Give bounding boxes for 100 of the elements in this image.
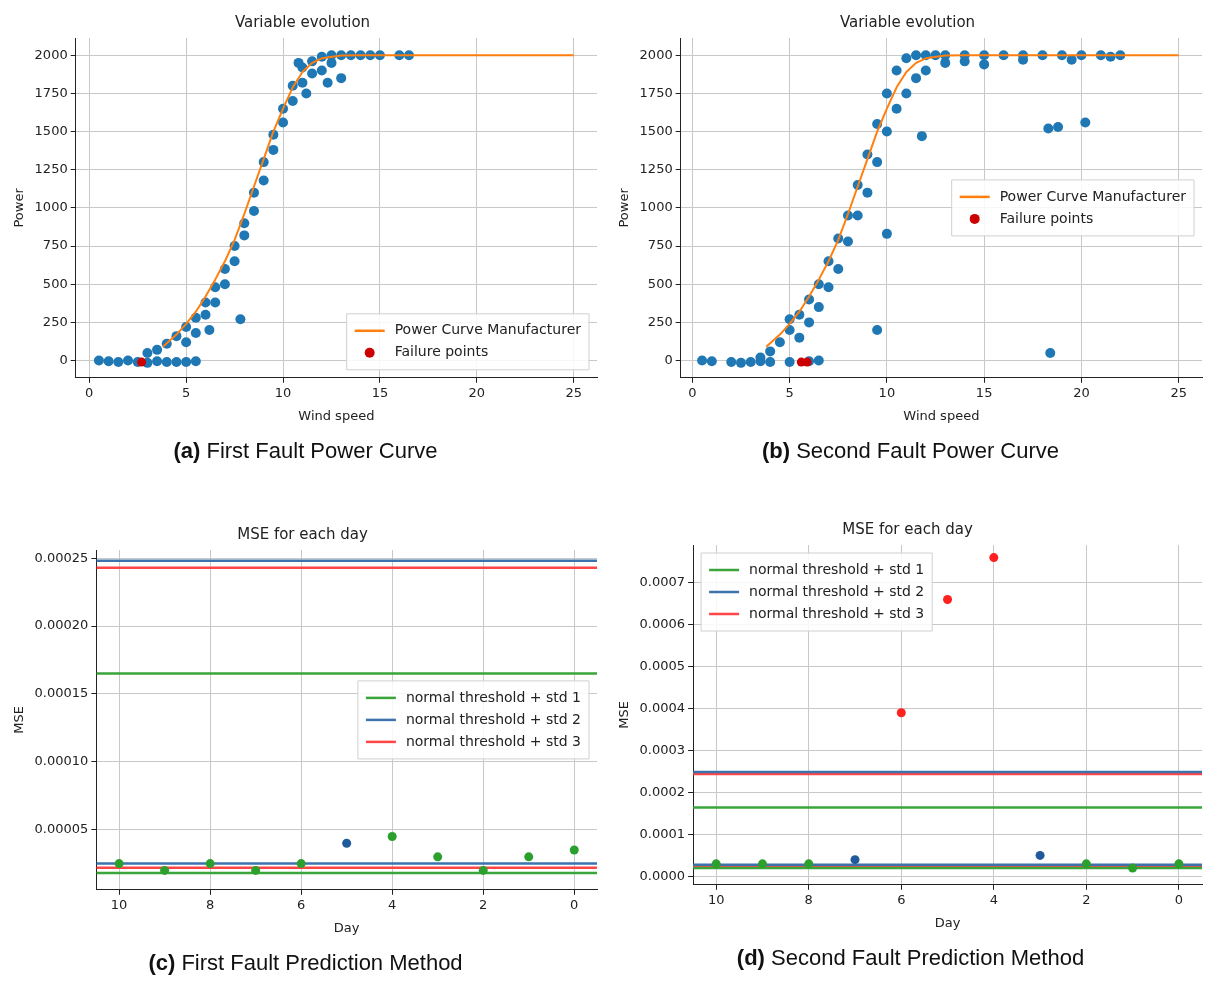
- x-axis-title: Wind speed: [298, 407, 375, 423]
- point: [239, 230, 250, 241]
- x-tick-label: 5: [785, 384, 794, 400]
- point: [711, 859, 721, 869]
- point: [301, 88, 312, 99]
- point: [1035, 850, 1045, 860]
- chart-title: MSE for each day: [237, 524, 368, 543]
- x-tick-label: 6: [897, 891, 906, 907]
- x-tick-label: 10: [110, 896, 128, 912]
- y-tick-label: 0.00015: [34, 685, 89, 701]
- chart-title: MSE for each day: [842, 519, 973, 538]
- y-tick-label: 0.00020: [34, 617, 89, 633]
- point: [190, 328, 201, 339]
- x-tick-label: 20: [468, 384, 486, 400]
- point: [235, 314, 246, 325]
- y-tick-label: 0: [664, 351, 673, 367]
- y-tick-label: 0.0001: [639, 825, 686, 841]
- y-tick-label: 750: [647, 237, 673, 253]
- y-tick-label: 1000: [639, 199, 673, 215]
- point: [210, 297, 221, 308]
- point: [160, 865, 170, 875]
- point: [181, 337, 192, 348]
- point: [161, 357, 172, 368]
- point: [433, 852, 443, 862]
- y-tick-label: 250: [42, 313, 68, 329]
- y-tick-label: 500: [42, 275, 68, 291]
- x-tick-label: 10: [274, 384, 292, 400]
- point: [248, 205, 259, 216]
- legend-label: Failure points: [394, 343, 489, 360]
- x-tick-label: 8: [206, 896, 215, 912]
- y-tick-label: 0.0007: [639, 574, 686, 590]
- text: (c) First Fault Prediction Method: [147, 950, 464, 976]
- point: [316, 65, 327, 76]
- text: (a) First Fault Power Curve: [172, 438, 439, 464]
- y-tick-label: 750: [42, 237, 68, 253]
- point: [307, 68, 318, 79]
- legend-label: normal threshold + std 3: [405, 732, 582, 749]
- point: [258, 175, 269, 186]
- x-tick-label: 25: [565, 384, 583, 400]
- x-tick-label: 15: [975, 384, 993, 400]
- legend-label: Failure points: [999, 209, 1094, 226]
- point: [200, 309, 211, 320]
- point: [251, 865, 261, 875]
- x-tick-label: 20: [1073, 384, 1090, 400]
- point: [114, 859, 124, 869]
- x-tick-label: 5: [182, 384, 191, 400]
- y-tick-label: 0.0002: [639, 783, 686, 799]
- point: [297, 77, 308, 88]
- y-tick-label: 1500: [34, 122, 68, 138]
- y-axis-title: Power: [11, 187, 27, 228]
- point: [1174, 859, 1184, 869]
- point: [524, 852, 534, 862]
- point: [757, 859, 767, 869]
- point: [943, 595, 953, 605]
- y-tick-label: 0.0006: [639, 616, 686, 632]
- point: [205, 859, 215, 869]
- y-tick-label: 250: [647, 313, 673, 329]
- point: [181, 357, 192, 368]
- legend-label: Power Curve Manufacturer: [999, 187, 1187, 204]
- x-tick-label: 0: [570, 896, 579, 912]
- y-tick-label: 0.00025: [34, 549, 89, 565]
- point: [204, 325, 215, 336]
- y-tick-label: 2000: [639, 46, 673, 62]
- y-tick-label: 0.00005: [34, 821, 89, 837]
- point: [137, 357, 147, 367]
- point: [229, 256, 240, 267]
- point: [478, 865, 488, 875]
- legend-label: normal threshold + std 2: [405, 710, 582, 727]
- legend-label: normal threshold + std 1: [749, 560, 925, 577]
- y-tick-label: 1250: [34, 161, 68, 177]
- point: [850, 855, 860, 865]
- point: [219, 279, 230, 290]
- y-tick-label: 1000: [34, 199, 68, 215]
- x-tick-label: 0: [1174, 891, 1184, 907]
- x-tick-label: 10: [707, 891, 725, 907]
- y-tick-label: 0.0004: [639, 699, 686, 715]
- x-tick-label: 6: [297, 896, 306, 912]
- legend-label: Power Curve Manufacturer: [394, 321, 582, 338]
- point: [387, 831, 397, 841]
- y-tick-label: 0.0005: [639, 658, 686, 674]
- point: [278, 117, 289, 128]
- point: [336, 73, 347, 84]
- point: [293, 57, 304, 68]
- x-tick-label: 2: [479, 896, 488, 912]
- y-tick-label: 0.0003: [639, 741, 686, 757]
- y-axis-title: MSE: [11, 706, 27, 734]
- x-axis-title: Wind speed: [903, 407, 980, 423]
- legend-label: normal threshold + std 1: [405, 688, 582, 705]
- point: [142, 347, 153, 358]
- point: [93, 355, 104, 366]
- point: [342, 838, 352, 848]
- point: [190, 356, 201, 367]
- legend-label: normal threshold + std 3: [749, 604, 925, 621]
- y-tick-label: 1250: [639, 161, 673, 177]
- point: [123, 355, 134, 366]
- point: [989, 553, 999, 563]
- point: [1128, 863, 1138, 873]
- x-tick-label: 0: [688, 384, 697, 400]
- point: [103, 356, 114, 367]
- x-axis-title: Day: [934, 914, 961, 930]
